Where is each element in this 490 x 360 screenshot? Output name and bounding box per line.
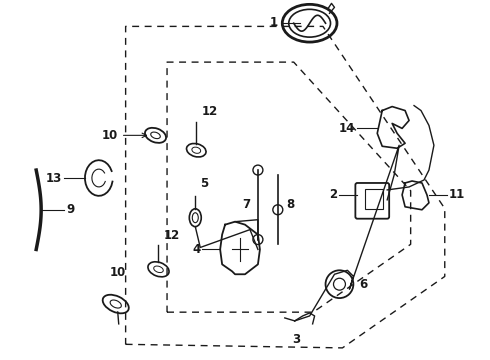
Text: 10: 10 — [110, 266, 126, 279]
Text: 13: 13 — [46, 171, 62, 185]
Text: 12: 12 — [164, 229, 180, 242]
Text: 14: 14 — [339, 122, 355, 135]
Bar — [366, 189, 383, 209]
Text: 8: 8 — [286, 198, 294, 211]
Text: 9: 9 — [66, 203, 74, 216]
Text: 10: 10 — [101, 129, 118, 142]
Text: 11: 11 — [449, 188, 465, 201]
Text: 7: 7 — [242, 198, 250, 211]
Text: 4: 4 — [192, 243, 200, 256]
Circle shape — [273, 205, 283, 215]
Text: 2: 2 — [329, 188, 338, 201]
Text: 12: 12 — [201, 105, 218, 118]
Text: 5: 5 — [200, 177, 209, 190]
Text: 3: 3 — [293, 333, 301, 346]
Circle shape — [253, 165, 263, 175]
Circle shape — [253, 235, 263, 244]
Text: 1: 1 — [270, 16, 278, 29]
Text: 6: 6 — [359, 278, 368, 291]
